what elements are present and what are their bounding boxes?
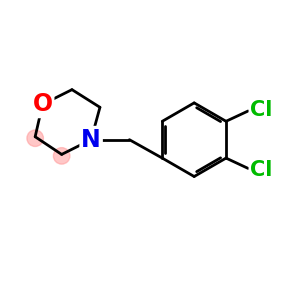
Text: N: N xyxy=(81,128,101,152)
Text: O: O xyxy=(32,92,52,116)
Circle shape xyxy=(27,130,44,146)
Circle shape xyxy=(53,148,70,164)
Text: Cl: Cl xyxy=(250,160,272,180)
Text: Cl: Cl xyxy=(250,100,272,119)
